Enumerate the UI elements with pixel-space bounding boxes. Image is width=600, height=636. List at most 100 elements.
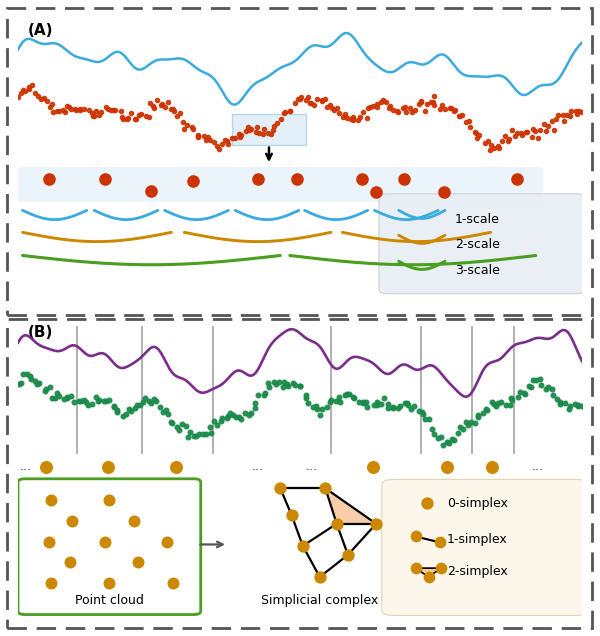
Point: [335, 392, 344, 402]
Point: [535, 373, 544, 384]
Point: [449, 435, 459, 445]
Point: [437, 100, 447, 110]
Point: [485, 144, 495, 155]
Point: [430, 429, 439, 439]
Point: [400, 398, 410, 408]
Point: [494, 142, 504, 153]
Point: [427, 424, 437, 434]
Point: [507, 395, 517, 405]
Point: [542, 384, 551, 394]
Point: [148, 101, 158, 111]
Point: [41, 385, 50, 396]
Point: [305, 99, 314, 109]
Point: [250, 398, 260, 408]
Point: [512, 174, 522, 184]
Point: [122, 409, 131, 419]
Point: [327, 102, 337, 113]
Point: [131, 114, 140, 124]
Point: [145, 97, 154, 107]
Point: [487, 462, 497, 472]
Point: [370, 400, 379, 410]
Point: [394, 403, 403, 413]
Point: [212, 420, 221, 431]
Point: [163, 536, 172, 546]
Point: [140, 393, 150, 403]
Point: [52, 389, 61, 399]
Point: [466, 121, 475, 132]
Point: [191, 431, 201, 441]
Point: [404, 399, 413, 410]
Point: [425, 413, 434, 424]
Point: [420, 414, 430, 424]
Point: [203, 132, 213, 142]
FancyBboxPatch shape: [382, 480, 587, 616]
Text: (B): (B): [28, 325, 53, 340]
FancyBboxPatch shape: [379, 194, 585, 294]
Point: [378, 95, 388, 105]
Point: [141, 111, 151, 121]
Point: [454, 111, 464, 121]
Point: [217, 413, 227, 423]
Point: [52, 106, 62, 116]
FancyBboxPatch shape: [18, 167, 543, 202]
Point: [222, 135, 232, 146]
Point: [87, 399, 97, 409]
Text: 3-scale: 3-scale: [455, 264, 500, 277]
Point: [362, 402, 372, 412]
Point: [89, 111, 98, 121]
Point: [133, 400, 142, 410]
Point: [527, 132, 536, 142]
Point: [312, 93, 322, 104]
Point: [373, 397, 382, 407]
Point: [62, 392, 72, 403]
Point: [131, 114, 140, 124]
Point: [149, 103, 158, 113]
Point: [325, 398, 335, 408]
Point: [411, 532, 421, 542]
Point: [560, 116, 569, 127]
Point: [555, 397, 565, 407]
Point: [442, 437, 451, 447]
Point: [320, 93, 330, 104]
Point: [521, 127, 530, 137]
Point: [449, 106, 459, 116]
Point: [322, 102, 331, 113]
Point: [326, 396, 335, 406]
Point: [55, 391, 64, 401]
Text: 2-simplex: 2-simplex: [446, 565, 508, 579]
Point: [193, 132, 203, 142]
Point: [39, 93, 49, 104]
Point: [517, 128, 526, 138]
Point: [290, 98, 300, 108]
Point: [74, 396, 83, 406]
Point: [97, 107, 106, 117]
Point: [178, 418, 187, 429]
Text: ...: ...: [305, 460, 317, 473]
Point: [487, 397, 497, 407]
Point: [541, 126, 551, 136]
Point: [244, 125, 254, 135]
Point: [259, 390, 269, 400]
Point: [236, 130, 246, 140]
Point: [313, 404, 322, 414]
Point: [269, 121, 279, 131]
Point: [167, 418, 177, 428]
Point: [349, 393, 359, 403]
Point: [113, 407, 122, 417]
Point: [44, 174, 54, 184]
Point: [450, 105, 460, 115]
Point: [376, 97, 386, 107]
Text: ...: ...: [19, 460, 31, 473]
Point: [426, 97, 436, 107]
Point: [317, 95, 327, 106]
Point: [535, 125, 544, 135]
Point: [556, 399, 565, 409]
Point: [109, 401, 118, 411]
Point: [222, 413, 232, 423]
Point: [91, 392, 101, 402]
Point: [500, 131, 510, 141]
Point: [290, 380, 299, 391]
Point: [223, 411, 233, 422]
Point: [112, 404, 121, 415]
Point: [116, 106, 125, 116]
